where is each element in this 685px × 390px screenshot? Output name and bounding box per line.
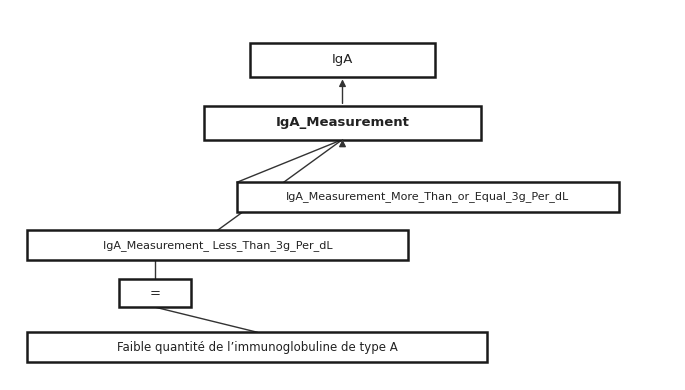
FancyBboxPatch shape bbox=[27, 230, 408, 260]
FancyBboxPatch shape bbox=[237, 182, 619, 212]
Text: IgA_Measurement_ Less_Than_3g_Per_dL: IgA_Measurement_ Less_Than_3g_Per_dL bbox=[103, 240, 332, 250]
Text: IgA: IgA bbox=[332, 53, 353, 66]
FancyBboxPatch shape bbox=[204, 106, 481, 140]
Text: =: = bbox=[149, 287, 160, 300]
FancyBboxPatch shape bbox=[27, 332, 487, 362]
Text: Faible quantité de l’immunoglobuline de type A: Faible quantité de l’immunoglobuline de … bbox=[116, 340, 397, 353]
Text: IgA_Measurement: IgA_Measurement bbox=[275, 116, 410, 129]
FancyBboxPatch shape bbox=[119, 279, 191, 307]
FancyBboxPatch shape bbox=[251, 43, 434, 76]
Text: IgA_Measurement_More_Than_or_Equal_3g_Per_dL: IgA_Measurement_More_Than_or_Equal_3g_Pe… bbox=[286, 191, 570, 202]
